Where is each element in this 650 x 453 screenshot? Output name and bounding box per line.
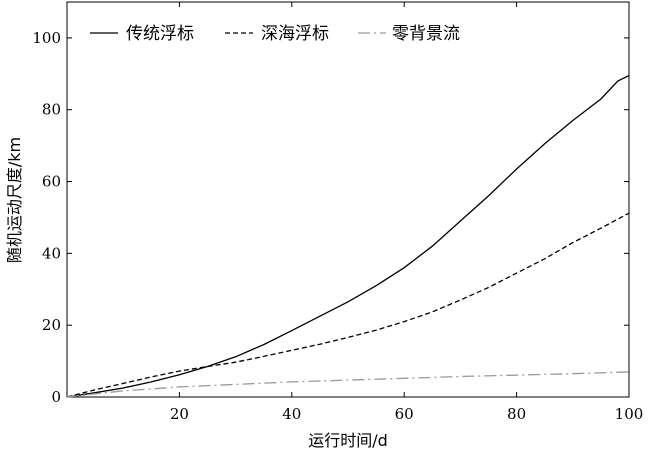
series-line-1 — [66, 75, 630, 398]
legend: 传统浮标 深海浮标 零背景流 — [90, 24, 460, 44]
y-tick-label: 20 — [42, 316, 61, 334]
x-tick-label: 40 — [282, 405, 301, 423]
y-tick-label: 100 — [32, 29, 61, 47]
plot-frame — [66, 1, 630, 398]
series-line-3 — [66, 371, 630, 398]
y-tick-label: 60 — [42, 173, 61, 191]
axis-ticks: 20 40 60 80 100 0 20 40 60 80 100 — [32, 2, 643, 423]
x-tick-label: 100 — [615, 405, 644, 423]
legend-label-2: 深海浮标 — [261, 24, 329, 44]
y-tick-label: 0 — [51, 388, 61, 406]
y-tick-label: 80 — [42, 101, 61, 119]
legend-label-1: 传统浮标 — [126, 24, 194, 44]
y-tick-label: 40 — [42, 244, 61, 262]
x-tick-label: 80 — [507, 405, 526, 423]
x-axis-title: 运行时间/d — [308, 431, 388, 450]
x-tick-label: 20 — [170, 405, 189, 423]
series-lines — [66, 75, 630, 398]
legend-label-3: 零背景流 — [392, 24, 460, 44]
x-tick-label: 60 — [395, 405, 414, 423]
series-line-2 — [66, 212, 630, 398]
y-axis-title: 随机运动尺度/km — [5, 137, 24, 263]
